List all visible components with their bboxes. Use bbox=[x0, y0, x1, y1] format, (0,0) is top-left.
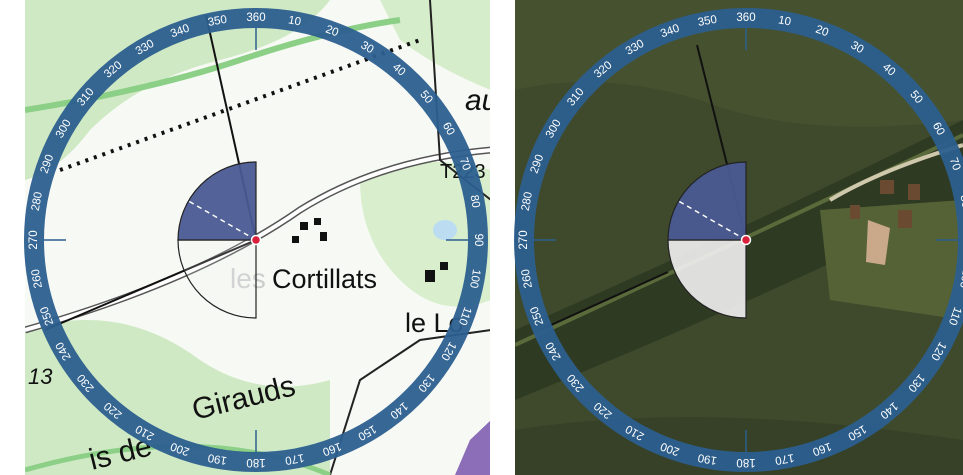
degree-label: 190 bbox=[207, 451, 228, 466]
degree-label: 260 bbox=[520, 268, 535, 289]
sector-dark bbox=[667, 161, 747, 241]
degree-label: 70 bbox=[457, 156, 473, 172]
degree-label: 90 bbox=[472, 234, 484, 247]
degree-label: 10 bbox=[777, 14, 792, 28]
compass-ring bbox=[24, 8, 488, 472]
degree-label: 270 bbox=[518, 230, 530, 249]
sector-light bbox=[667, 239, 747, 319]
degree-label: 260 bbox=[30, 268, 45, 289]
center-dot bbox=[740, 234, 752, 246]
sector-light bbox=[177, 239, 257, 319]
compass-ring bbox=[514, 8, 963, 472]
degree-label: 80 bbox=[958, 194, 963, 209]
degree-label: 270 bbox=[28, 230, 40, 249]
compass: 3601020304050607080901001101201301401501… bbox=[514, 8, 963, 472]
degree-label: 180 bbox=[736, 456, 755, 468]
degree-label: 100 bbox=[957, 268, 963, 289]
place-label: Cortillats bbox=[272, 264, 377, 294]
heading-line bbox=[539, 271, 669, 331]
degree-label: 170 bbox=[774, 451, 795, 466]
place-label: les bbox=[230, 263, 266, 294]
degree-label: 350 bbox=[207, 14, 228, 29]
divider bbox=[490, 0, 515, 475]
degree-label: 30 bbox=[358, 39, 375, 56]
degree-label: 170 bbox=[284, 451, 305, 466]
degree-label: 80 bbox=[468, 194, 482, 209]
degree-label: 280 bbox=[30, 191, 45, 212]
bearing-dash bbox=[188, 200, 257, 241]
bearing-dash bbox=[678, 200, 747, 241]
degree-label: 10 bbox=[287, 14, 302, 28]
degree-label: 20 bbox=[814, 24, 830, 40]
degree-label: 90 bbox=[962, 234, 963, 247]
heading-line bbox=[44, 239, 257, 331]
degree-label: 110 bbox=[456, 305, 474, 326]
degree-label: 350 bbox=[697, 14, 718, 29]
degree-label: 100 bbox=[467, 268, 482, 289]
center-dot bbox=[250, 234, 262, 246]
degree-label: 60 bbox=[930, 120, 947, 137]
degree-label: 70 bbox=[947, 156, 963, 172]
degree-label: 360 bbox=[736, 12, 755, 24]
degree-label: 280 bbox=[520, 191, 535, 212]
degree-label: 60 bbox=[440, 120, 457, 137]
degree-label: 180 bbox=[246, 456, 265, 468]
number-label: 13 bbox=[28, 364, 53, 389]
degree-label: 30 bbox=[848, 39, 865, 56]
map-label: au bbox=[465, 84, 499, 117]
degree-label: 190 bbox=[697, 451, 718, 466]
sector-dark bbox=[177, 161, 257, 241]
degree-label: 20 bbox=[324, 24, 340, 40]
degree-label: 360 bbox=[246, 12, 265, 24]
